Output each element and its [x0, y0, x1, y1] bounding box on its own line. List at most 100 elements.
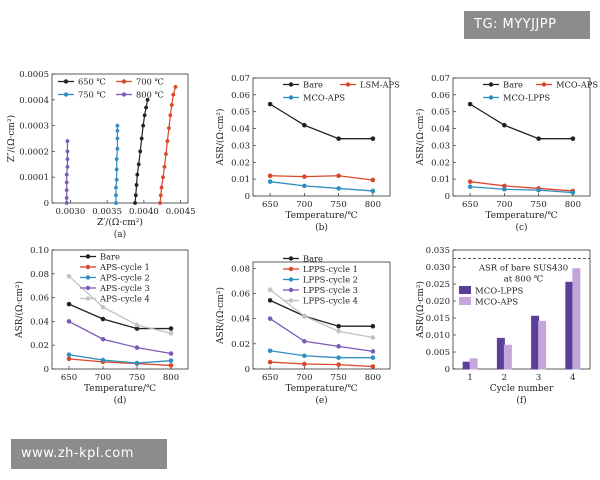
- panel-label: (b): [315, 222, 328, 233]
- series-line-0: [469, 103, 573, 140]
- x-axis-label: Temperature/℃: [84, 384, 156, 394]
- y-tick-label: 0: [445, 365, 450, 375]
- y-tick-label: 0.03: [231, 141, 250, 151]
- legend-swatch-0: [459, 286, 471, 294]
- data-point-1-2: [336, 173, 341, 179]
- plot-frame: [452, 249, 591, 370]
- x-tick-label: 800: [365, 373, 381, 383]
- x-tick-label: 650: [61, 373, 77, 383]
- plot-frame: [51, 249, 189, 370]
- data-point-3-0: [66, 319, 72, 324]
- data-point-2-6: [115, 146, 120, 151]
- y-axis-label: ASR/(Ω·cm²): [215, 108, 226, 166]
- data-point-2-3: [168, 358, 174, 363]
- plot-frame: [51, 73, 189, 204]
- legend-marker-2: [488, 95, 494, 100]
- x-tick-label: 700: [296, 200, 312, 210]
- data-point-0-3: [168, 326, 174, 331]
- data-point-4-3: [370, 335, 376, 340]
- data-point-1-9: [169, 103, 174, 107]
- x-tick-label: 3: [536, 373, 541, 383]
- legend-label-0: Bare: [503, 80, 523, 90]
- x-tick-label: 800: [565, 200, 581, 210]
- y-tick-label: 0.005: [426, 348, 450, 358]
- legend-marker-1: [121, 79, 127, 84]
- legend-label-3: 800 ℃: [136, 90, 164, 100]
- data-point-1-7: [166, 126, 171, 131]
- legend-label-0: MCO-LPPS: [475, 287, 523, 297]
- x-tick-label: 750: [531, 200, 547, 210]
- data-point-2-3: [370, 355, 376, 360]
- x-axis-label: Cycle number: [490, 384, 554, 394]
- y-tick-label: 0.03: [431, 141, 450, 151]
- legend-marker-2: [288, 277, 294, 282]
- data-point-0-2: [336, 323, 341, 329]
- plot-frame: [252, 77, 391, 197]
- data-point-0-9: [144, 105, 148, 110]
- data-point-0-3: [570, 136, 576, 141]
- data-point-0-3: [370, 323, 376, 329]
- data-point-1-8: [168, 113, 173, 118]
- x-tick-label: 800: [163, 373, 179, 383]
- watermark-top: TG: MYYJJPP: [464, 11, 590, 39]
- x-tick-label: 0.0035: [92, 207, 122, 217]
- data-point-0-0: [267, 101, 273, 107]
- data-point-1-0: [66, 356, 72, 362]
- x-tick-label: 650: [262, 373, 278, 383]
- y-tick-label: 0.0005: [19, 70, 49, 80]
- chart-panel-1: 0 0.0001 0.0002 0.0003 0.0004 0.0005 0.0030 0.0…: [6, 70, 196, 240]
- x-tick-label: 700: [496, 200, 512, 210]
- legend-label-2: MCO-APS: [303, 93, 345, 103]
- legend-marker-4: [85, 296, 91, 301]
- data-point-3-1: [100, 336, 106, 342]
- data-point-0-10: [145, 97, 150, 102]
- legend-marker-3: [85, 285, 91, 291]
- data-point-1-5: [164, 152, 168, 156]
- data-point-0-8: [142, 113, 147, 118]
- bar-0-1: [496, 337, 505, 370]
- data-point-2-1: [302, 183, 307, 189]
- data-point-3-3: [64, 180, 69, 185]
- x-tick-label: 800: [365, 200, 381, 210]
- data-point-2-5: [114, 157, 119, 162]
- series-line-2: [68, 354, 172, 364]
- data-point-0-7: [141, 123, 146, 128]
- y-tick-label: 0.06: [231, 289, 250, 299]
- panel-label: (c): [515, 222, 527, 233]
- legend-marker-2: [85, 275, 91, 280]
- data-point-2-2: [536, 187, 541, 193]
- y-axis-label: Z″/(Ω·cm²): [6, 115, 17, 162]
- y-tick-label: 0.04: [231, 315, 250, 325]
- legend-label-2: LPPS-cycle 2: [303, 275, 358, 285]
- x-tick-label: 0.0040: [129, 207, 159, 217]
- x-tick-label: 650: [262, 200, 278, 210]
- y-axis-label: ASR/(Ω·cm²): [415, 281, 426, 339]
- data-point-3-2: [64, 188, 69, 193]
- legend-label-0: Bare: [100, 252, 120, 262]
- data-point-1-6: [165, 139, 170, 143]
- legend-label-1: APS-cycle 1: [99, 262, 150, 272]
- data-point-0-1: [100, 316, 106, 322]
- series-line-1: [270, 361, 373, 368]
- data-point-1-3: [370, 364, 376, 369]
- x-tick-label: 750: [331, 373, 347, 383]
- legend-marker-3: [121, 92, 127, 97]
- series-line-1: [270, 175, 373, 181]
- x-tick-label: 4: [570, 373, 575, 383]
- data-point-1-11: [173, 85, 178, 89]
- y-tick-label: 0.0001: [19, 173, 49, 183]
- data-point-0-3: [135, 172, 140, 177]
- data-point-2-8: [115, 128, 120, 133]
- data-point-3-2: [134, 345, 140, 350]
- y-tick-label: 0.08: [30, 270, 49, 280]
- data-point-0-0: [66, 301, 72, 307]
- legend-label-3: LPPS-cycle 3: [303, 285, 358, 295]
- data-point-2-3: [114, 177, 119, 182]
- y-tick-label: 0.04: [231, 125, 250, 135]
- panel-label: (d): [114, 395, 127, 406]
- data-point-1-1: [302, 174, 307, 179]
- x-tick-label: 750: [129, 373, 145, 383]
- data-point-2-1: [502, 186, 507, 192]
- data-point-3-1: [302, 339, 307, 344]
